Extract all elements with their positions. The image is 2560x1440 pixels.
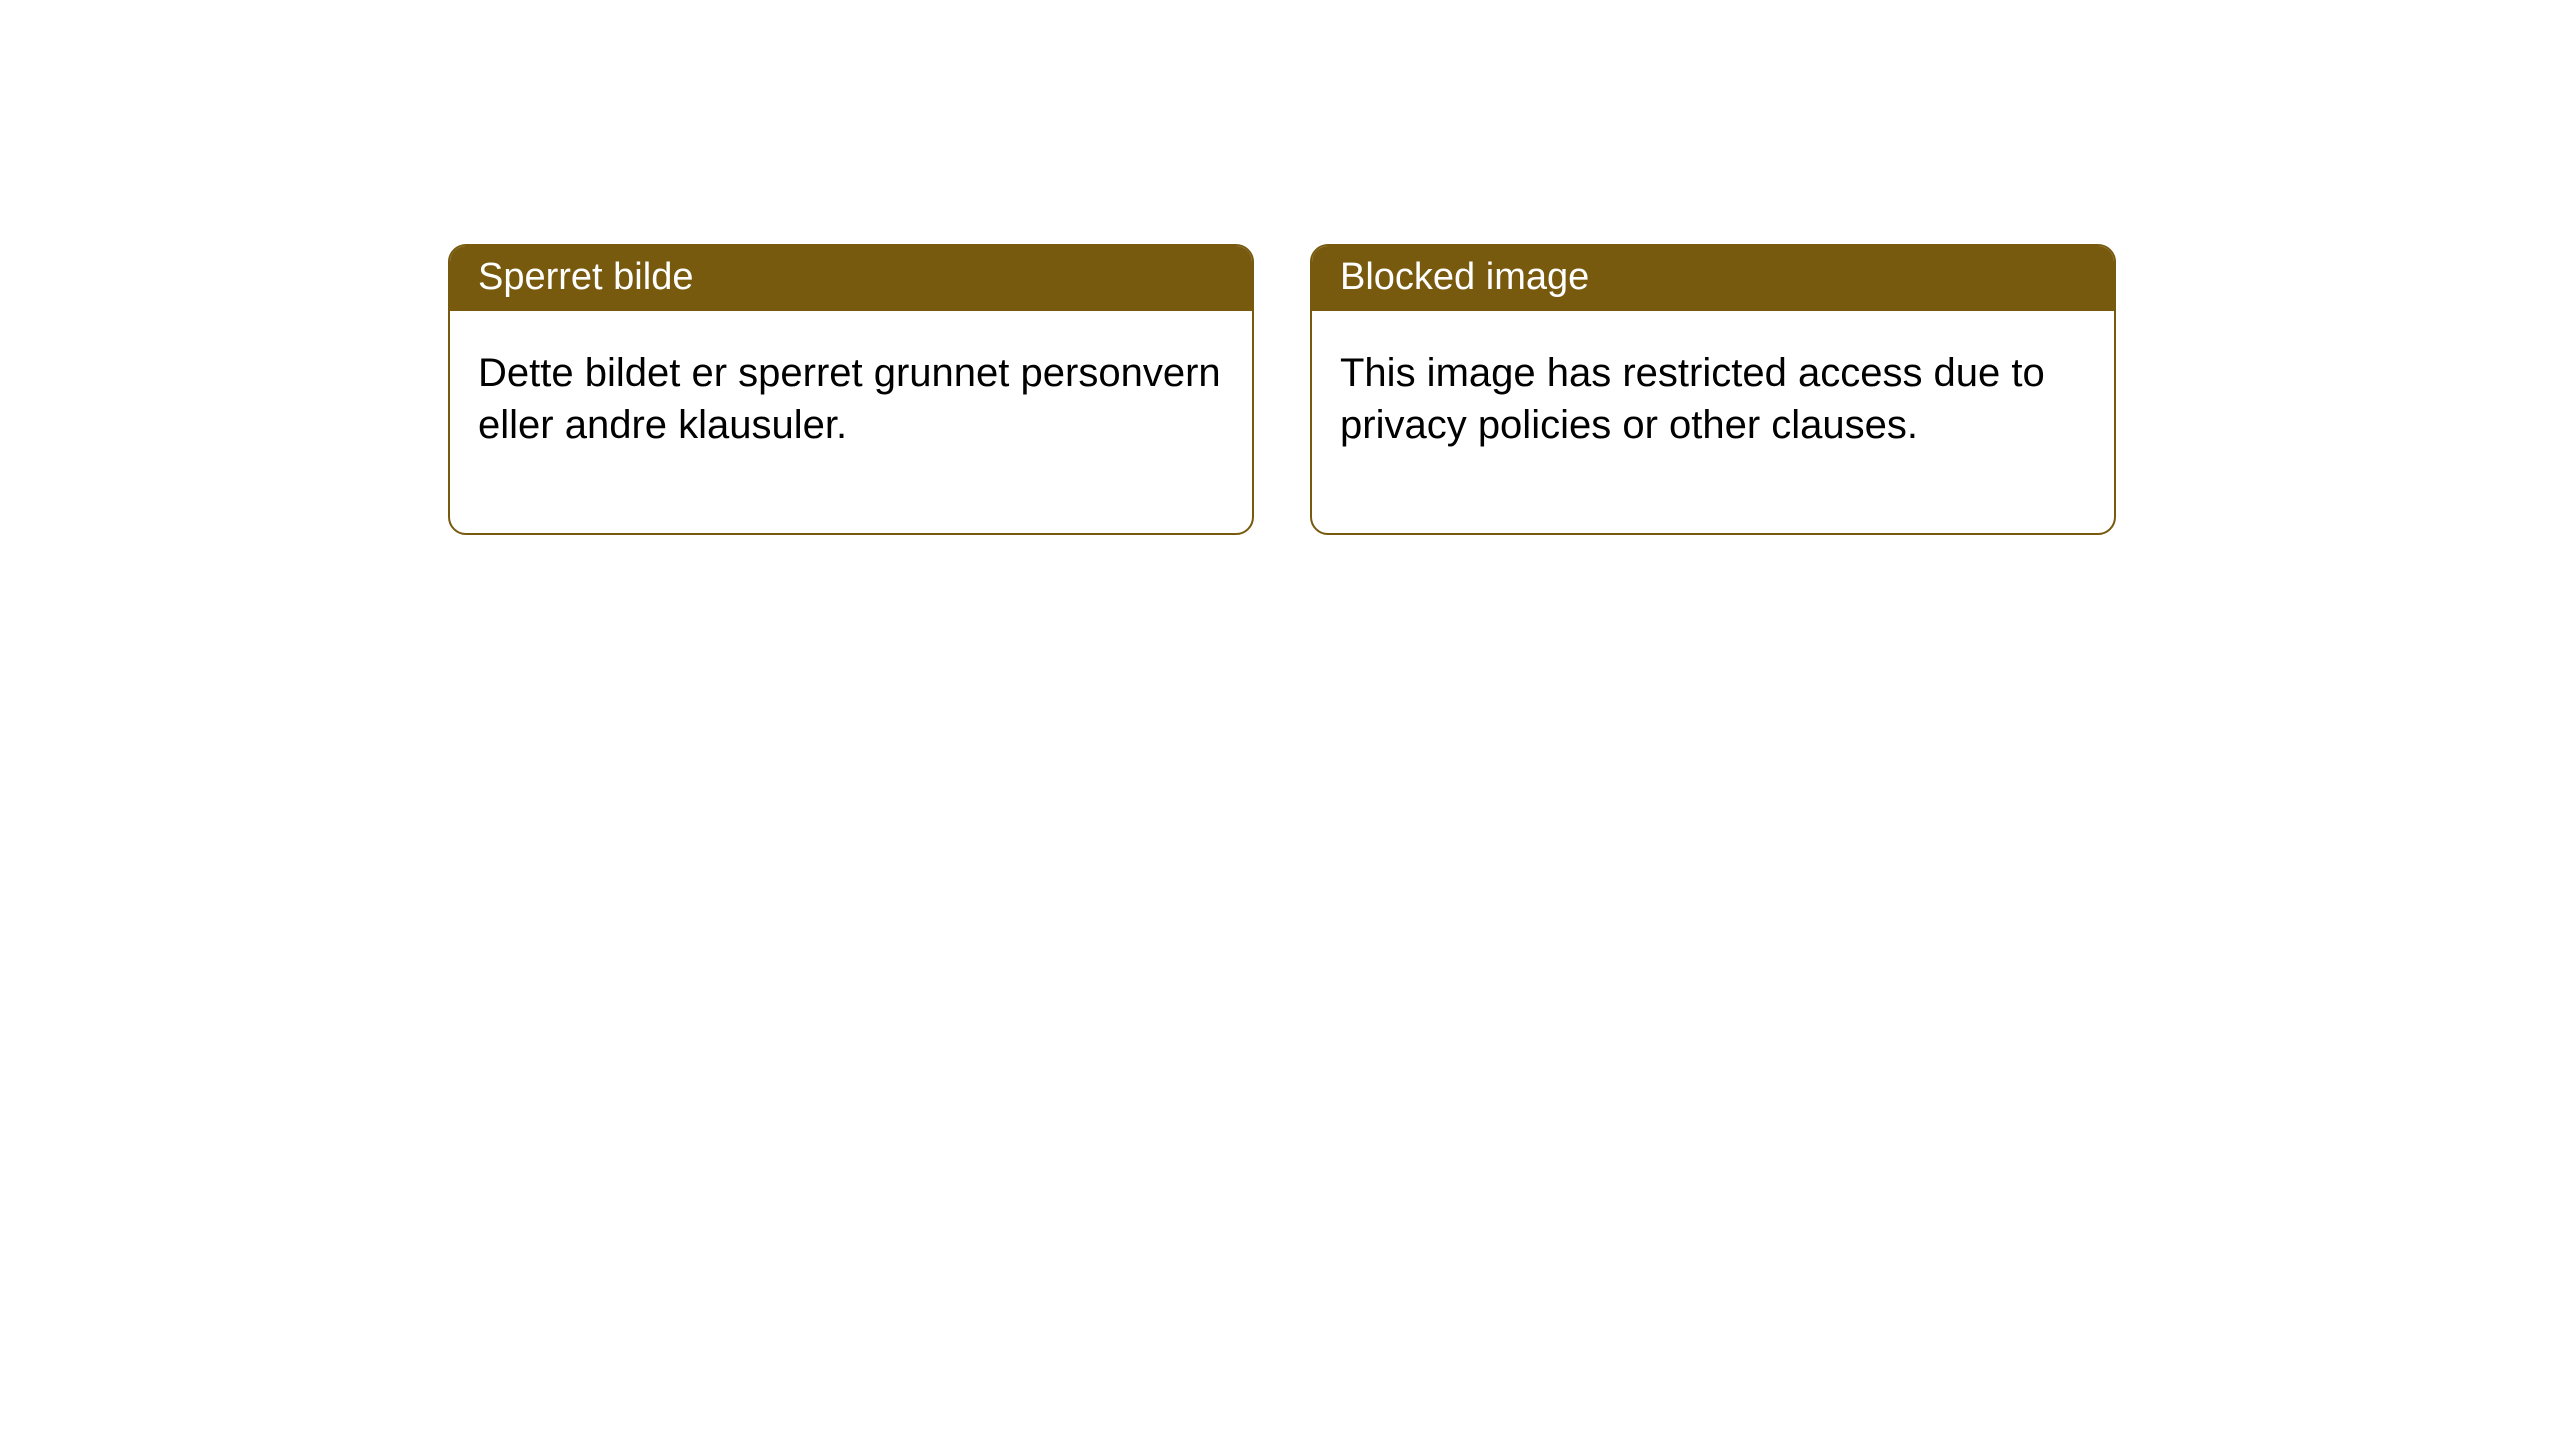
notice-header: Sperret bilde (450, 246, 1252, 311)
notice-body: This image has restricted access due to … (1312, 311, 2114, 533)
notice-card-english: Blocked image This image has restricted … (1310, 244, 2116, 535)
notice-header: Blocked image (1312, 246, 2114, 311)
notice-card-norwegian: Sperret bilde Dette bildet er sperret gr… (448, 244, 1254, 535)
notice-container: Sperret bilde Dette bildet er sperret gr… (0, 0, 2560, 535)
notice-body: Dette bildet er sperret grunnet personve… (450, 311, 1252, 533)
